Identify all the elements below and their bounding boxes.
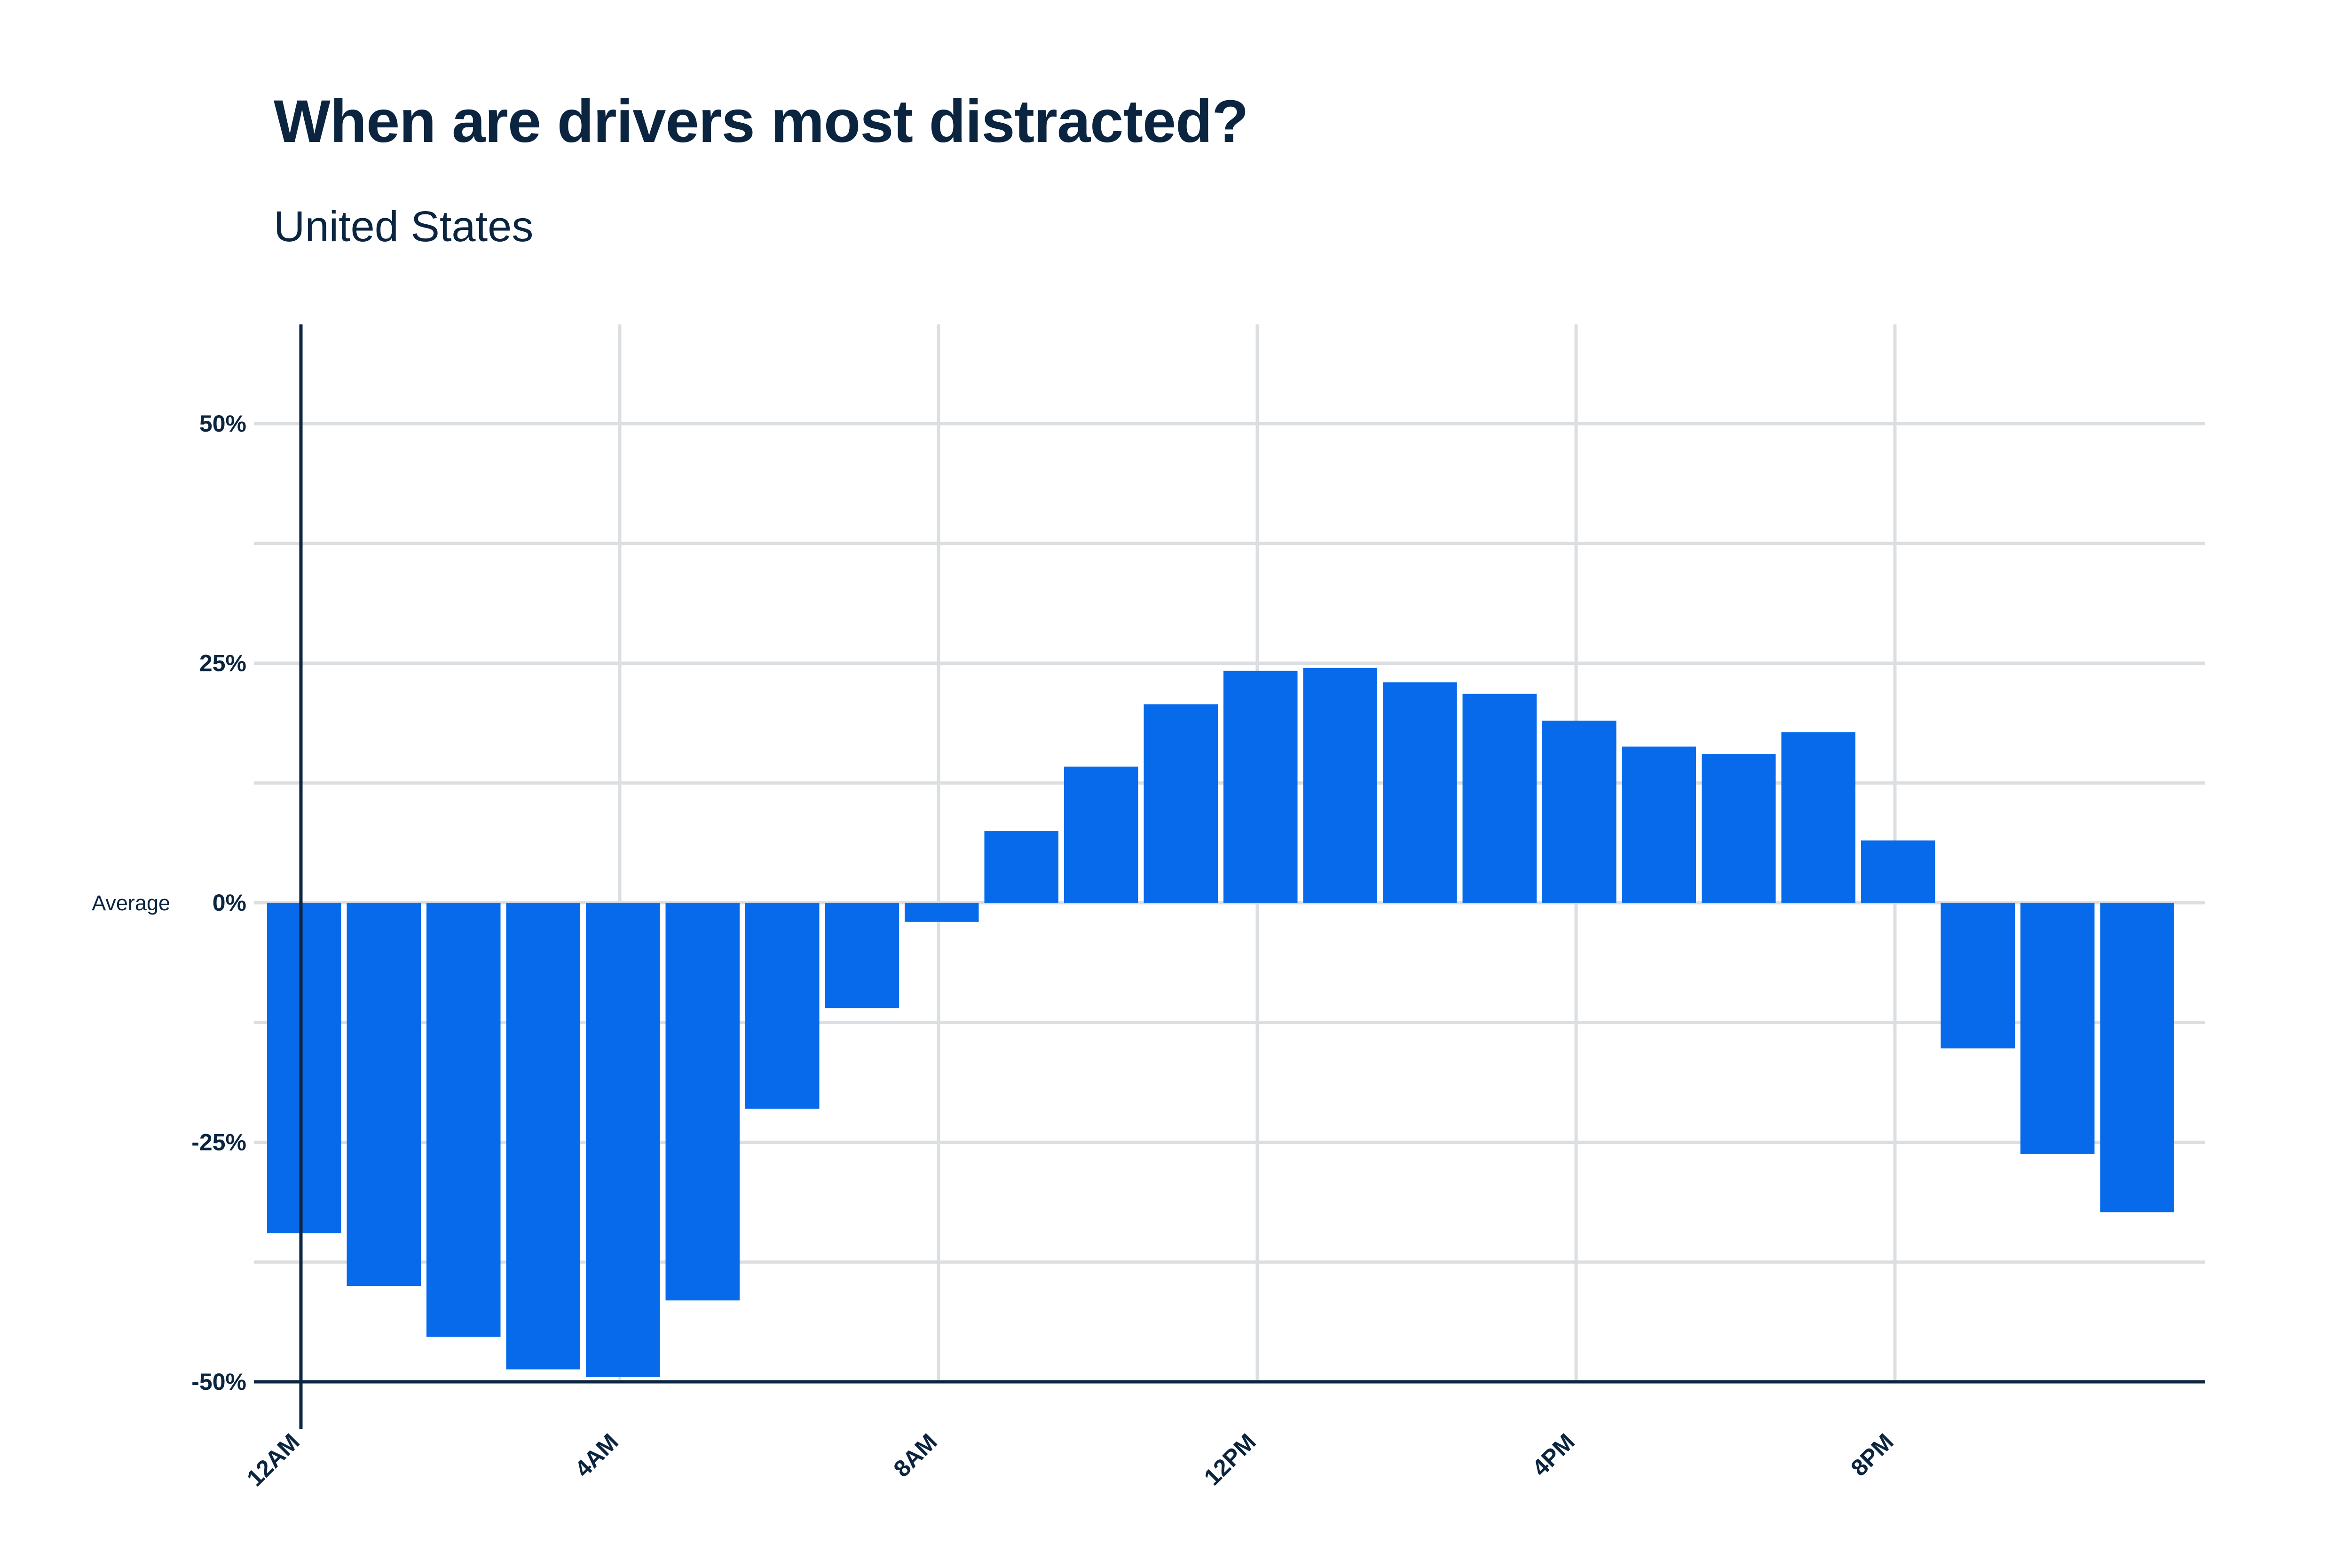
x-tick-label: 8AM <box>889 1428 942 1482</box>
x-tick-labels: 12AM 4AM 8AM 12PM 4PM 8PM <box>242 1428 1899 1491</box>
bar <box>506 903 580 1370</box>
bars <box>267 668 2174 1377</box>
baseline-label: Average <box>92 891 170 915</box>
chart-title: When are drivers most distracted? <box>274 88 1248 155</box>
bar <box>1622 746 1696 903</box>
y-tick-label: -25% <box>191 1129 246 1156</box>
bar <box>267 903 341 1234</box>
y-tick-labels: 50% 25% 0% -25% -50% Average <box>92 410 246 1395</box>
bar <box>1941 903 2015 1048</box>
x-tick-label: 12PM <box>1199 1428 1261 1490</box>
bar <box>745 903 820 1109</box>
bar <box>825 903 899 1009</box>
bar <box>984 831 1058 903</box>
bar <box>1303 668 1377 903</box>
bar <box>586 903 660 1377</box>
bar <box>2020 903 2095 1154</box>
bar <box>1462 693 1537 903</box>
bar <box>1542 720 1617 903</box>
bar <box>905 903 979 922</box>
bar <box>347 903 421 1286</box>
bar <box>1144 704 1218 903</box>
bar <box>1702 754 1776 903</box>
bar <box>2100 903 2174 1213</box>
bar <box>1861 840 1935 903</box>
x-tick-label: 8PM <box>1846 1428 1898 1481</box>
chart-subtitle: United States <box>274 203 534 251</box>
bar <box>1064 766 1138 903</box>
y-tick-label: -50% <box>191 1369 246 1395</box>
x-tick-label: 4AM <box>570 1428 623 1482</box>
bar <box>665 903 740 1300</box>
y-tick-label: 25% <box>199 650 246 677</box>
y-tick-label: 50% <box>199 410 246 437</box>
x-tick-label: 4PM <box>1527 1428 1579 1481</box>
bar <box>1223 670 1298 903</box>
bar <box>1383 682 1457 903</box>
bar <box>1781 732 1855 903</box>
y-tick-label: 0% <box>213 890 246 916</box>
bar <box>426 903 501 1337</box>
axes <box>254 324 2205 1429</box>
x-tick-label: 12AM <box>242 1428 305 1491</box>
